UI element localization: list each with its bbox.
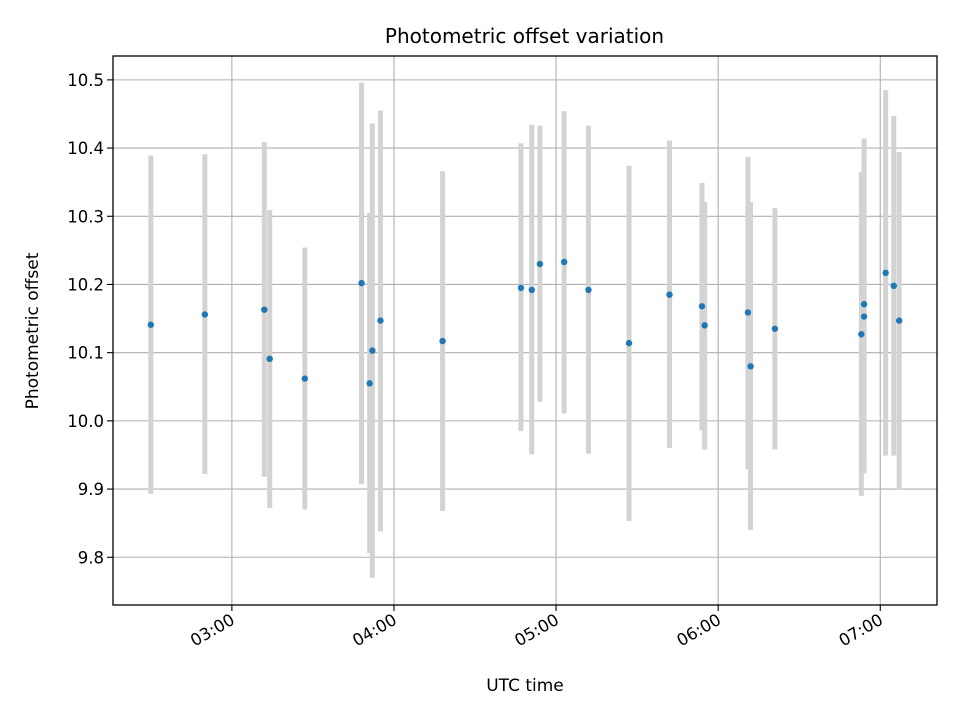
data-point [701, 322, 708, 329]
data-point [882, 269, 889, 277]
data-point [560, 258, 568, 266]
plot-frame [112, 55, 938, 606]
data-point [771, 325, 779, 332]
data-point [358, 279, 365, 287]
data-point [698, 303, 706, 310]
data-points [147, 258, 903, 387]
data-point [585, 286, 592, 294]
data-point [266, 355, 273, 363]
data-point [147, 321, 155, 328]
x-tick-label: 04:00 [349, 610, 400, 650]
y-tick-label: 10.5 [67, 71, 104, 90]
y-tick-label: 10.4 [67, 139, 104, 158]
x-axis-label: UTC time [486, 676, 564, 696]
y-tick-label: 10.1 [67, 344, 104, 363]
data-point [666, 291, 673, 298]
data-point [366, 380, 373, 387]
data-point [301, 375, 309, 382]
grid [113, 56, 937, 605]
y-tick-label: 10.0 [67, 412, 104, 431]
data-point [860, 301, 868, 308]
data-point [858, 331, 865, 338]
data-point [860, 313, 868, 320]
data-point [895, 317, 903, 324]
x-tick-label: 07:00 [836, 610, 887, 650]
y-tick-label: 9.9 [78, 480, 104, 499]
chart-title: Photometric offset variation [385, 24, 664, 48]
data-point [261, 306, 268, 313]
data-point [747, 363, 754, 370]
y-tick-label: 10.3 [67, 207, 104, 226]
y-axis-label: Photometric offset [23, 252, 43, 409]
x-tick-label: 05:00 [511, 610, 562, 650]
x-tick-label: 06:00 [673, 610, 724, 650]
data-point [625, 339, 633, 347]
x-tick-label: 03:00 [187, 610, 238, 650]
data-point [377, 317, 384, 324]
axis-ticks: 03:00 04:00 05:00 06:00 07:00 9.8 9.9 10.0 10.1 1… [67, 71, 886, 650]
data-point [369, 347, 376, 354]
y-tick-label: 10.2 [67, 275, 104, 294]
data-point [439, 337, 446, 345]
data-point [744, 309, 752, 316]
data-point [517, 284, 525, 292]
data-point [890, 282, 897, 290]
data-point [536, 260, 544, 268]
y-tick-label: 9.8 [78, 548, 104, 567]
data-point [201, 311, 209, 318]
data-point [528, 286, 535, 294]
error-bars [148, 82, 902, 578]
